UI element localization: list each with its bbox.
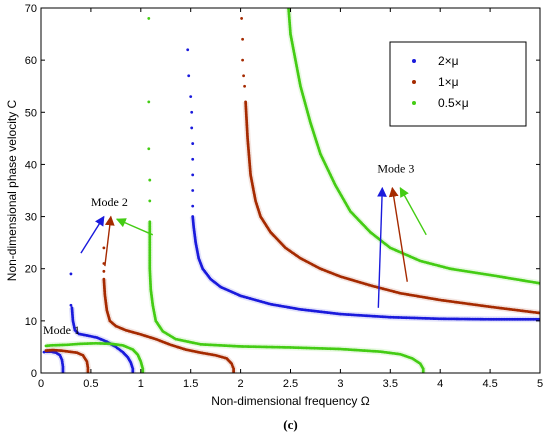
data-point: [190, 110, 194, 114]
data-point: [44, 349, 48, 352]
mode-arrow: [104, 215, 115, 267]
data-point: [189, 95, 193, 99]
x-tick-label: 0: [38, 378, 44, 390]
y-tick-label: 10: [25, 316, 37, 328]
legend-label-1: 1×μ: [438, 75, 459, 89]
data-point: [242, 74, 245, 78]
mode-annotation: Mode 1: [43, 323, 80, 337]
data-point: [102, 246, 106, 250]
data-point: [147, 100, 151, 104]
series-0: [42, 48, 540, 373]
annotation-layer: Mode 1 Mode 2 Mode 3: [43, 161, 414, 337]
figure-caption: (c): [283, 417, 297, 432]
data-point: [69, 272, 73, 276]
data-point: [240, 17, 243, 20]
series-2: [44, 8, 540, 373]
data-point: [241, 37, 244, 41]
data-point: [102, 277, 106, 281]
x-tick-label: 2: [238, 378, 244, 390]
data-point: [186, 48, 190, 52]
legend-marker-1: [412, 80, 416, 84]
data-point: [70, 306, 74, 310]
data-point: [148, 220, 152, 224]
mode-arrow: [399, 187, 427, 236]
data-point: [148, 199, 152, 203]
y-tick-label: 30: [25, 212, 37, 224]
x-tick-label: 2.5: [283, 378, 298, 390]
y-tick-label: 50: [25, 107, 37, 119]
data-point: [191, 142, 195, 145]
data-layer: [42, 8, 540, 373]
arrow-layer: [80, 186, 427, 308]
data-point: [191, 157, 195, 161]
legend: 2×μ 1×μ 0.5×μ: [389, 41, 527, 127]
data-point: [148, 178, 152, 182]
series-1: [44, 17, 540, 373]
x-tick-label: 5: [537, 378, 543, 390]
data-point: [187, 74, 191, 78]
data-point: [69, 303, 73, 307]
legend-box: [389, 41, 527, 127]
data-point: [241, 58, 244, 62]
y-tick-label: 40: [25, 159, 37, 171]
legend-label-2: 0.5×μ: [438, 96, 469, 110]
x-tick-label: 4: [437, 378, 443, 390]
mode-arrow: [80, 215, 105, 254]
y-tick-label: 0: [31, 368, 37, 380]
mode-annotation: Mode 2: [91, 195, 128, 209]
data-point: [190, 126, 194, 130]
x-tick-label: 3.5: [383, 378, 398, 390]
data-point: [102, 269, 106, 273]
data-point: [243, 84, 246, 88]
x-tick-label: 4.5: [482, 378, 497, 390]
legend-marker-0: [412, 59, 416, 63]
mode-arrow: [377, 186, 387, 308]
data-point: [191, 189, 195, 192]
legend-label-0: 2×μ: [438, 54, 459, 68]
x-tick-label: 1: [138, 378, 144, 390]
y-axis-label: Non-dimensional phase velocity C: [5, 99, 19, 281]
y-tick-label: 20: [25, 264, 37, 276]
x-tick-label: 3: [337, 378, 343, 390]
mode-annotation: Mode 3: [377, 161, 414, 175]
mode-arrow: [388, 186, 408, 282]
data-point: [147, 147, 151, 151]
data-point: [191, 204, 195, 208]
x-tick-label: 1.5: [183, 378, 198, 390]
data-point: [42, 350, 46, 354]
y-tick-label: 60: [25, 55, 37, 67]
mode-arrow: [115, 218, 154, 236]
y-tick-label: 70: [25, 3, 37, 15]
x-tick-label: 0.5: [83, 378, 98, 390]
data-point: [147, 17, 151, 20]
legend-marker-2: [412, 101, 416, 105]
x-axis-label: Non-dimensional frequency Ω: [211, 394, 369, 408]
data-point: [191, 173, 195, 177]
